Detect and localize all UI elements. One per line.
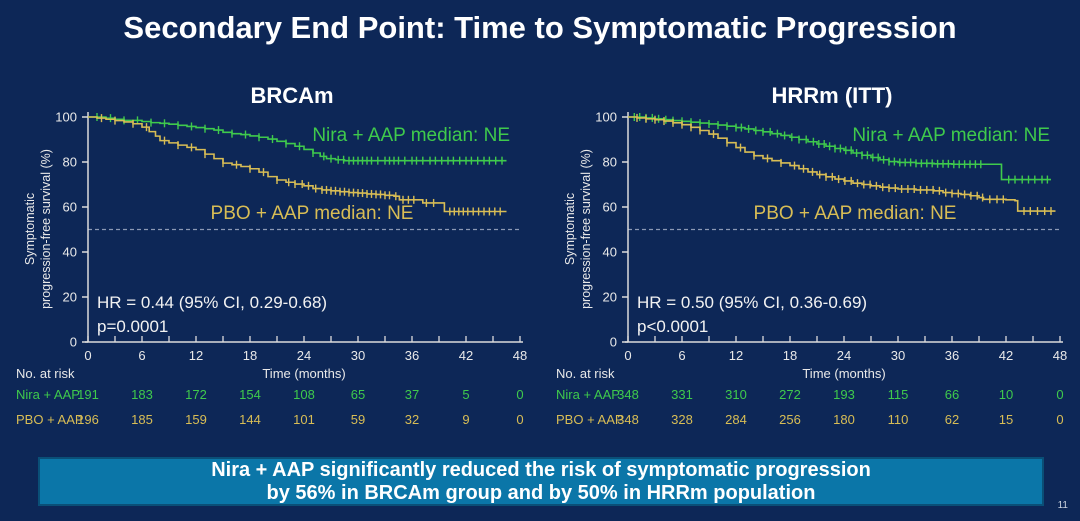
svg-text:80: 80	[63, 155, 77, 170]
svg-text:5: 5	[462, 387, 469, 402]
svg-text:0: 0	[516, 387, 523, 402]
svg-text:66: 66	[945, 387, 959, 402]
svg-text:0: 0	[70, 335, 77, 350]
svg-text:37: 37	[405, 387, 419, 402]
svg-text:348: 348	[617, 387, 639, 402]
svg-text:193: 193	[833, 387, 855, 402]
svg-text:0: 0	[610, 335, 617, 350]
svg-text:PBO + AAP: PBO + AAP	[16, 412, 84, 427]
svg-text:65: 65	[351, 387, 365, 402]
svg-text:30: 30	[891, 348, 905, 363]
svg-text:36: 36	[945, 348, 959, 363]
svg-text:0: 0	[624, 348, 631, 363]
svg-text:256: 256	[779, 412, 801, 427]
svg-text:101: 101	[293, 412, 315, 427]
svg-text:40: 40	[63, 245, 77, 260]
svg-text:PBO + AAP median: NE: PBO + AAP median: NE	[754, 203, 957, 224]
svg-text:15: 15	[999, 412, 1013, 427]
svg-text:59: 59	[351, 412, 365, 427]
svg-text:Nira + AAP: Nira + AAP	[16, 387, 80, 402]
svg-text:24: 24	[297, 348, 311, 363]
svg-text:Time (months): Time (months)	[802, 366, 885, 381]
svg-text:Symptomatic: Symptomatic	[563, 193, 577, 265]
svg-text:18: 18	[783, 348, 797, 363]
svg-text:310: 310	[725, 387, 747, 402]
svg-text:10: 10	[999, 387, 1013, 402]
svg-text:HR = 0.44 (95% CI, 0.29-0.68): HR = 0.44 (95% CI, 0.29-0.68)	[97, 293, 327, 312]
svg-text:48: 48	[1053, 348, 1067, 363]
svg-text:12: 12	[189, 348, 203, 363]
svg-text:progression-free survival (%): progression-free survival (%)	[39, 149, 53, 309]
svg-text:100: 100	[55, 110, 77, 125]
slide-title: Secondary End Point: Time to Symptomatic…	[123, 10, 957, 45]
svg-text:80: 80	[603, 155, 617, 170]
svg-text:62: 62	[945, 412, 959, 427]
brcam-km-chart: BRCAm 0 20 40 60 80 100 0 6 12 18 24 30 36 42 48 No. at …	[16, 85, 527, 427]
svg-text:BRCAm: BRCAm	[250, 85, 333, 108]
svg-text:328: 328	[671, 412, 693, 427]
svg-text:32: 32	[405, 412, 419, 427]
svg-text:6: 6	[678, 348, 685, 363]
svg-text:Nira + AAP: Nira + AAP	[556, 387, 620, 402]
svg-text:0: 0	[516, 412, 523, 427]
svg-text:284: 284	[725, 412, 747, 427]
svg-text:p<0.0001: p<0.0001	[637, 317, 708, 336]
svg-text:180: 180	[833, 412, 855, 427]
svg-text:Symptomatic: Symptomatic	[23, 193, 37, 265]
svg-text:159: 159	[185, 412, 207, 427]
svg-text:20: 20	[603, 290, 617, 305]
svg-text:196: 196	[77, 412, 99, 427]
svg-text:40: 40	[603, 245, 617, 260]
svg-text:0: 0	[1056, 412, 1063, 427]
page-number: 11	[1057, 500, 1068, 511]
svg-text:100: 100	[595, 110, 617, 125]
svg-text:Time (months): Time (months)	[262, 366, 345, 381]
chart-panel-brcam: BRCAm 0 20 40 60 80 100 0 6 12 18 24 30 36 42 48 No. at …	[0, 85, 540, 445]
svg-text:PBO + AAP: PBO + AAP	[556, 412, 624, 427]
svg-text:HR = 0.50 (95% CI, 0.36-0.69): HR = 0.50 (95% CI, 0.36-0.69)	[637, 293, 867, 312]
svg-text:110: 110	[888, 412, 909, 427]
svg-text:48: 48	[513, 348, 527, 363]
svg-text:p=0.0001: p=0.0001	[97, 317, 168, 336]
svg-text:36: 36	[405, 348, 419, 363]
svg-text:144: 144	[239, 412, 261, 427]
svg-text:No. at risk: No. at risk	[556, 366, 615, 381]
banner-line-1: Nira + AAP significantly reduced the ris…	[211, 458, 871, 481]
svg-text:12: 12	[729, 348, 743, 363]
svg-text:60: 60	[603, 200, 617, 215]
svg-text:Nira + AAP median: NE: Nira + AAP median: NE	[312, 125, 510, 146]
banner-line-2: by 56% in BRCAm group and by 50% in HRRm…	[266, 481, 816, 504]
svg-text:20: 20	[63, 290, 77, 305]
chart-panel-hrrm: HRRm (ITT) 0 20 40 60 80 100 0 6 12 18 24 30 36 42 48 No…	[540, 85, 1080, 445]
svg-text:42: 42	[459, 348, 473, 363]
svg-text:Nira + AAP median: NE: Nira + AAP median: NE	[852, 125, 1050, 146]
svg-text:24: 24	[837, 348, 851, 363]
svg-text:0: 0	[84, 348, 91, 363]
svg-text:172: 172	[185, 387, 207, 402]
svg-text:331: 331	[671, 387, 693, 402]
svg-text:6: 6	[138, 348, 145, 363]
svg-text:HRRm (ITT): HRRm (ITT)	[772, 85, 893, 108]
svg-text:183: 183	[131, 387, 153, 402]
svg-text:0: 0	[1056, 387, 1063, 402]
svg-text:9: 9	[462, 412, 469, 427]
svg-text:42: 42	[999, 348, 1013, 363]
conclusion-banner: Nira + AAP significantly reduced the ris…	[38, 457, 1044, 506]
svg-text:348: 348	[617, 412, 639, 427]
svg-text:108: 108	[293, 387, 315, 402]
svg-text:272: 272	[779, 387, 801, 402]
svg-text:PBO + AAP median: NE: PBO + AAP median: NE	[211, 203, 414, 224]
svg-text:191: 191	[77, 387, 99, 402]
svg-text:154: 154	[239, 387, 261, 402]
svg-text:30: 30	[351, 348, 365, 363]
svg-text:No. at risk: No. at risk	[16, 366, 75, 381]
svg-text:18: 18	[243, 348, 257, 363]
svg-text:60: 60	[63, 200, 77, 215]
svg-text:progression-free survival (%): progression-free survival (%)	[579, 149, 593, 309]
svg-text:185: 185	[131, 412, 153, 427]
svg-text:115: 115	[888, 387, 909, 402]
